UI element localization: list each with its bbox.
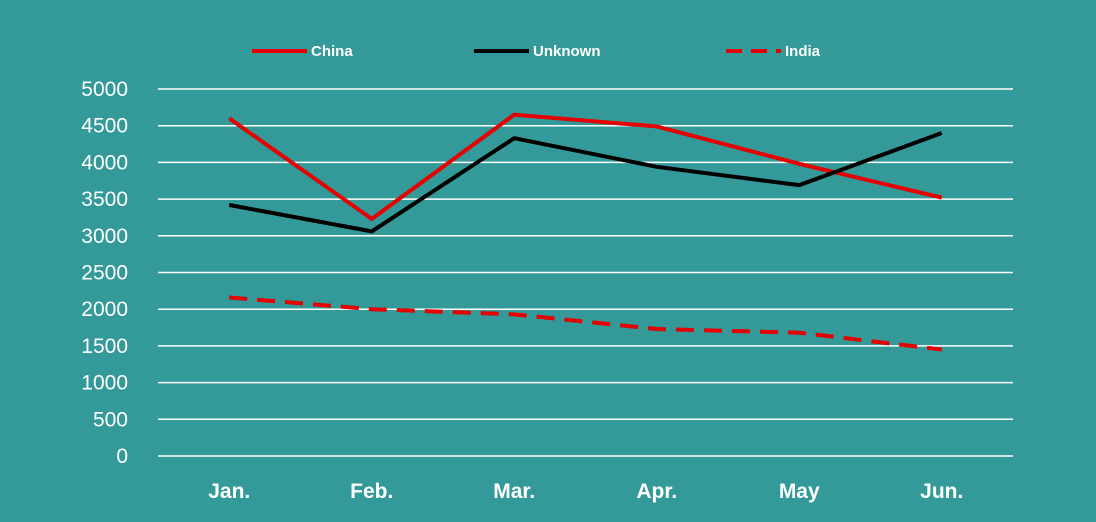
series-lines [229, 115, 942, 350]
y-tick-label: 500 [93, 408, 128, 431]
x-tick-label: Feb. [350, 480, 393, 503]
y-tick-label: 2500 [81, 262, 128, 285]
y-tick-label: 4000 [81, 151, 128, 174]
series-line-china [229, 115, 942, 219]
x-tick-label: Apr. [636, 480, 677, 503]
y-tick-label: 2000 [81, 298, 128, 321]
legend-label-india: India [785, 43, 821, 60]
x-tick-label: Jan. [208, 480, 250, 503]
y-tick-label: 0 [116, 445, 128, 468]
y-tick-label: 5000 [81, 78, 128, 101]
y-tick-label: 3000 [81, 225, 128, 248]
x-tick-label: May [779, 480, 820, 503]
series-line-unknown [229, 133, 942, 231]
y-tick-label: 1000 [81, 372, 128, 395]
legend: China Unknown India [252, 43, 821, 60]
series-line-india [229, 297, 942, 349]
legend-label-unknown: Unknown [533, 43, 601, 60]
y-axis-tick-labels: 0 500 1000 1500 2000 2500 3000 3500 4000 4500 5000 [81, 78, 128, 468]
legend-label-china: China [311, 43, 353, 60]
x-tick-label: Mar. [493, 480, 535, 503]
x-tick-label: Jun. [920, 480, 963, 503]
y-tick-label: 4500 [81, 115, 128, 138]
y-tick-label: 3500 [81, 188, 128, 211]
y-tick-label: 1500 [81, 335, 128, 358]
x-axis-tick-labels: Jan. Feb. Mar. Apr. May Jun. [208, 480, 963, 503]
grid-lines [158, 89, 1013, 456]
